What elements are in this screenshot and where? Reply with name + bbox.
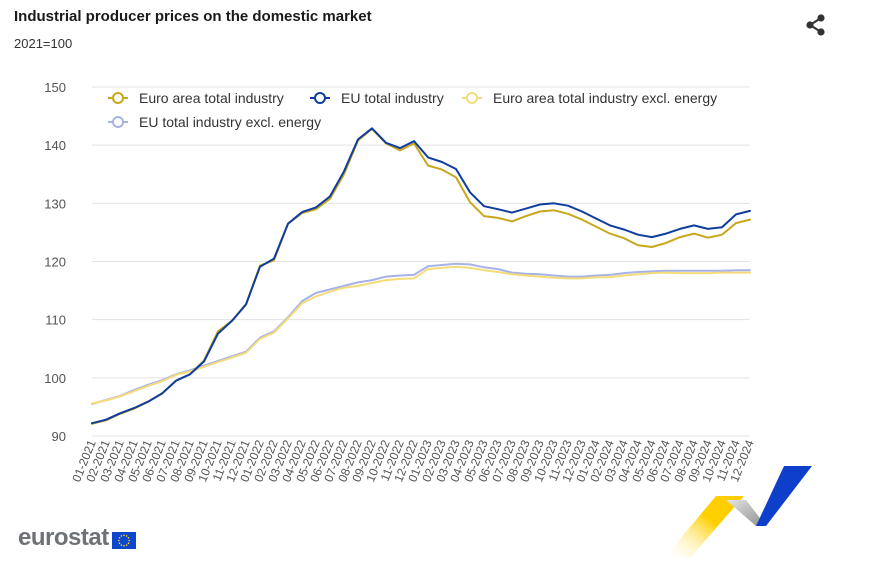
chart-subtitle: 2021=100 xyxy=(14,36,73,51)
legend-item-0[interactable]: Euro area total industry xyxy=(108,90,284,106)
legend-marker xyxy=(314,92,326,104)
legend-item-1[interactable]: EU total industry xyxy=(310,90,444,106)
legend: Euro area total industry EU total industr… xyxy=(108,90,717,130)
plot-lines xyxy=(91,127,751,425)
y-tick-label: 110 xyxy=(45,313,66,328)
legend-label: EU total industry xyxy=(341,90,444,106)
series-line-0[interactable] xyxy=(91,127,751,425)
y-tick-label: 100 xyxy=(44,371,66,386)
legend-label: Euro area total industry xyxy=(139,90,284,106)
grid-lines xyxy=(92,86,750,437)
eurostat-logo: eurostat xyxy=(18,524,136,552)
y-tick-label: 130 xyxy=(44,196,66,211)
legend-marker xyxy=(112,116,124,128)
eu-flag-icon xyxy=(111,531,136,549)
y-tick-label: 90 xyxy=(52,429,66,444)
legend-marker xyxy=(112,92,124,104)
chart-title: Industrial producer prices on the domest… xyxy=(14,8,372,25)
y-tick-label: 120 xyxy=(44,255,66,270)
legend-item-2[interactable]: Euro area total industry excl. energy xyxy=(462,90,717,106)
share-icon[interactable] xyxy=(802,12,828,38)
y-tick-label: 150 xyxy=(44,80,66,95)
series-line-2[interactable] xyxy=(91,265,751,405)
logo-text: eurostat xyxy=(18,524,109,551)
x-axis: 01-202102-202103-202104-202105-202106-20… xyxy=(69,438,757,484)
y-axis: 90 100 110 120 130 140 150 xyxy=(44,80,66,444)
legend-label: Euro area total industry excl. energy xyxy=(493,90,717,106)
y-tick-label: 140 xyxy=(44,138,66,153)
series-line-3[interactable] xyxy=(91,262,751,405)
legend-item-3[interactable]: EU total industry excl. energy xyxy=(108,114,321,130)
legend-marker xyxy=(466,92,478,104)
legend-label: EU total industry excl. energy xyxy=(139,114,321,130)
series-line-1[interactable] xyxy=(91,127,751,425)
decorative-chevrons xyxy=(664,466,812,558)
